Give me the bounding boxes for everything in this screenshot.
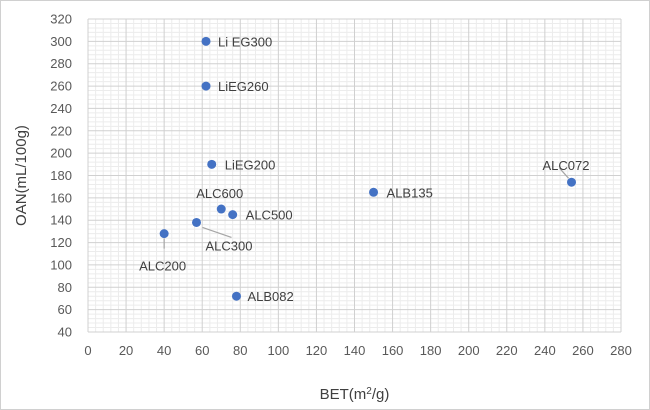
y-tick-label: 200 — [50, 146, 72, 161]
data-point — [207, 159, 217, 169]
data-point — [567, 177, 577, 187]
x-tick-label: 40 — [157, 343, 171, 358]
data-point — [201, 81, 211, 91]
x-tick-label: 280 — [610, 343, 632, 358]
data-point — [159, 229, 169, 239]
x-tick-label: 140 — [344, 343, 366, 358]
y-tick-label: 140 — [50, 213, 72, 228]
y-tick-label: 120 — [50, 235, 72, 250]
x-tick-label: 180 — [420, 343, 442, 358]
y-tick-label: 60 — [58, 302, 72, 317]
x-tick-label: 240 — [534, 343, 556, 358]
leader-line — [202, 226, 232, 239]
data-point — [201, 36, 211, 46]
y-tick-label: 100 — [50, 257, 72, 272]
data-label: ALC500 — [246, 208, 293, 223]
y-tick-label: 280 — [50, 56, 72, 71]
x-tick-label: 120 — [306, 343, 328, 358]
data-label: ALB135 — [387, 185, 433, 200]
y-tick-label: 180 — [50, 168, 72, 183]
y-tick-label: 300 — [50, 34, 72, 49]
y-tick-label: 40 — [58, 325, 72, 340]
x-tick-label: 200 — [458, 343, 480, 358]
x-tick-label: 220 — [496, 343, 518, 358]
data-points — [159, 36, 577, 301]
x-tick-label: 260 — [572, 343, 594, 358]
x-tick-label: 0 — [84, 343, 91, 358]
data-label: Li EG300 — [218, 34, 272, 49]
x-tick-label: 80 — [233, 343, 247, 358]
data-point — [216, 204, 226, 214]
x-axis-ticks: 0 20 40 60 80 100 120 140 160 180 200 220 240 260 280 — [84, 343, 631, 358]
y-tick-label: 260 — [50, 79, 72, 94]
y-axis-title: OAN(mL/100g) — [13, 125, 30, 226]
y-tick-label: 160 — [50, 190, 72, 205]
data-point — [192, 217, 202, 227]
data-label: ALC600 — [196, 186, 243, 201]
x-axis-title: BET(m2/g) — [320, 386, 390, 403]
data-label: ALC200 — [139, 259, 186, 274]
y-tick-label: 220 — [50, 123, 72, 138]
leader-lines — [163, 167, 569, 249]
data-label: ALC072 — [543, 158, 590, 173]
major-grid — [87, 18, 622, 333]
y-tick-label: 320 — [50, 12, 72, 27]
y-axis-ticks: 40 60 80 100 120 140 160 180 200 220 240 260 280 300 3… — [50, 12, 72, 340]
data-label: ALB082 — [247, 289, 293, 304]
y-tick-label: 80 — [58, 280, 72, 295]
data-label: ALC300 — [206, 238, 253, 253]
data-point — [228, 210, 238, 220]
leader-line — [559, 167, 569, 179]
x-tick-label: 20 — [119, 343, 133, 358]
data-label: LiEG200 — [225, 157, 276, 172]
data-point — [231, 291, 241, 301]
x-tick-label: 160 — [382, 343, 404, 358]
data-point — [369, 187, 379, 197]
data-label: LiEG260 — [218, 79, 269, 94]
x-tick-label: 60 — [195, 343, 209, 358]
x-tick-label: 100 — [268, 343, 290, 358]
y-tick-label: 240 — [50, 101, 72, 116]
